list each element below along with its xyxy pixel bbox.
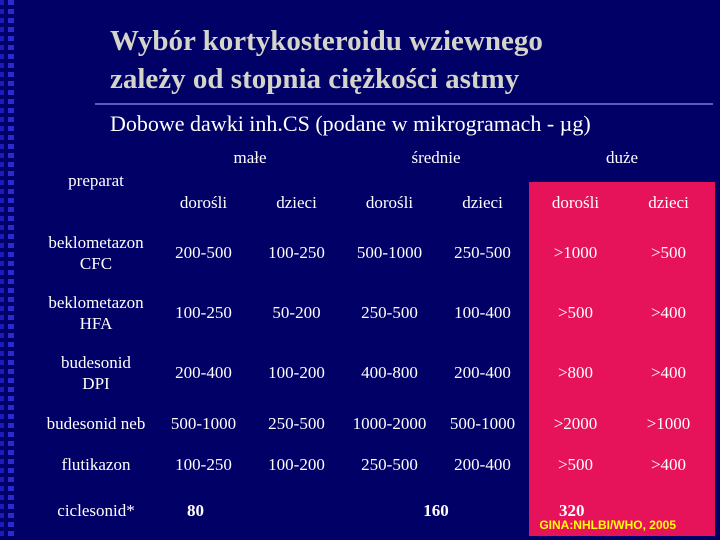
table-subtitle: Dobowe dawki inh.CS (podane w mikrograma…: [110, 111, 591, 136]
dose-cell: 250-500: [361, 303, 418, 322]
table-row: budesonid DPI 200-400 100-200 400-800 200…: [35, 343, 715, 403]
drug-name: beklometazon HFA: [48, 293, 144, 333]
dose-cell: 100-400: [454, 303, 511, 322]
slide-title: Wybór kortykosteroidu wziewnego zależy o…: [110, 22, 710, 98]
dose-cell: 250-500: [268, 413, 325, 433]
group-header-srednie: średnie: [411, 148, 461, 167]
dose-cell: >400: [622, 444, 715, 485]
dose-cell: 100-250: [268, 243, 325, 262]
table-row: ciclesonid* 80 160 320: [35, 485, 715, 536]
dose-cell: >500: [622, 223, 715, 283]
title-divider: [95, 103, 713, 105]
dose-cell: 250-500: [454, 243, 511, 262]
table-row: flutikazon 100-250 100-200 250-500 200-4…: [35, 444, 715, 485]
dose-cell: >1000: [529, 223, 622, 283]
dose-cell: 160: [423, 500, 449, 520]
dose-cell: 100-200: [268, 454, 325, 474]
table-row: beklometazon CFC 200-500 100-250 500-1000…: [35, 223, 715, 283]
dose-cell: 200-400: [454, 454, 511, 474]
dose-cell: >800: [529, 343, 622, 403]
dose-cell: 500-1000: [449, 413, 516, 433]
dose-cell: >2000: [529, 403, 622, 444]
subheader-cell: dorośli: [365, 192, 414, 212]
preparat-header: preparat: [68, 170, 124, 190]
title-line-2: zależy od stopnia ciężkości astmy: [110, 63, 520, 95]
dose-cell: 100-250: [175, 303, 232, 322]
group-header-row: preparat małe średnie duże: [35, 138, 715, 190]
dose-cell: 200-400: [175, 363, 232, 382]
dose-cell: >400: [622, 343, 715, 403]
subheader-cell: dorośli: [179, 192, 228, 212]
dose-cell: 500-1000: [356, 243, 423, 262]
subheader-cell: dzieci: [622, 182, 715, 223]
subheader-cell: dorośli: [529, 182, 622, 223]
subheader-cell: dzieci: [462, 192, 503, 212]
dose-cell: >400: [622, 283, 715, 343]
source-citation: GINA:NHLBI/WHO, 2005: [539, 518, 676, 532]
dose-cell: >1000: [622, 403, 715, 444]
dose-cell: >500: [529, 283, 622, 343]
title-line-1: Wybór kortykosteroidu wziewnego: [110, 25, 543, 57]
drug-name: budesonid DPI: [61, 353, 131, 393]
table-row: beklometazon HFA 100-250 50-200 250-500 1…: [35, 283, 715, 343]
dose-cell: 100-250: [175, 454, 232, 474]
subheader-row: dorośli dzieci dorośli dzieci dorośli dz…: [35, 182, 715, 223]
dose-cell: 50-200: [272, 303, 321, 322]
decorative-squares: [0, 0, 24, 540]
drug-name: beklometazon CFC: [48, 233, 144, 273]
dose-cell: 200-400: [454, 363, 511, 382]
dose-table: preparat małe średnie duże dorośli dziec…: [35, 138, 715, 536]
dose-cell: 250-500: [361, 454, 418, 474]
drug-name: budesonid neb: [46, 414, 146, 433]
dose-cell: >500: [529, 444, 622, 485]
dose-cell: 500-1000: [170, 413, 237, 433]
table-row: budesonid neb 500-1000 250-500 1000-2000…: [35, 403, 715, 444]
dose-cell: 320: [529, 485, 715, 536]
group-header-male: małe: [233, 148, 267, 167]
dose-cell: 80: [187, 500, 204, 520]
subheader-cell: dzieci: [276, 192, 317, 212]
dose-cell: 400-800: [361, 363, 418, 382]
drug-name: flutikazon: [61, 455, 131, 474]
dose-cell: 1000-2000: [352, 413, 427, 433]
dose-cell: 200-500: [175, 243, 232, 262]
drug-name: ciclesonid*: [57, 501, 135, 520]
dose-cell: 100-200: [268, 363, 325, 382]
group-header-duze: duże: [605, 148, 639, 167]
